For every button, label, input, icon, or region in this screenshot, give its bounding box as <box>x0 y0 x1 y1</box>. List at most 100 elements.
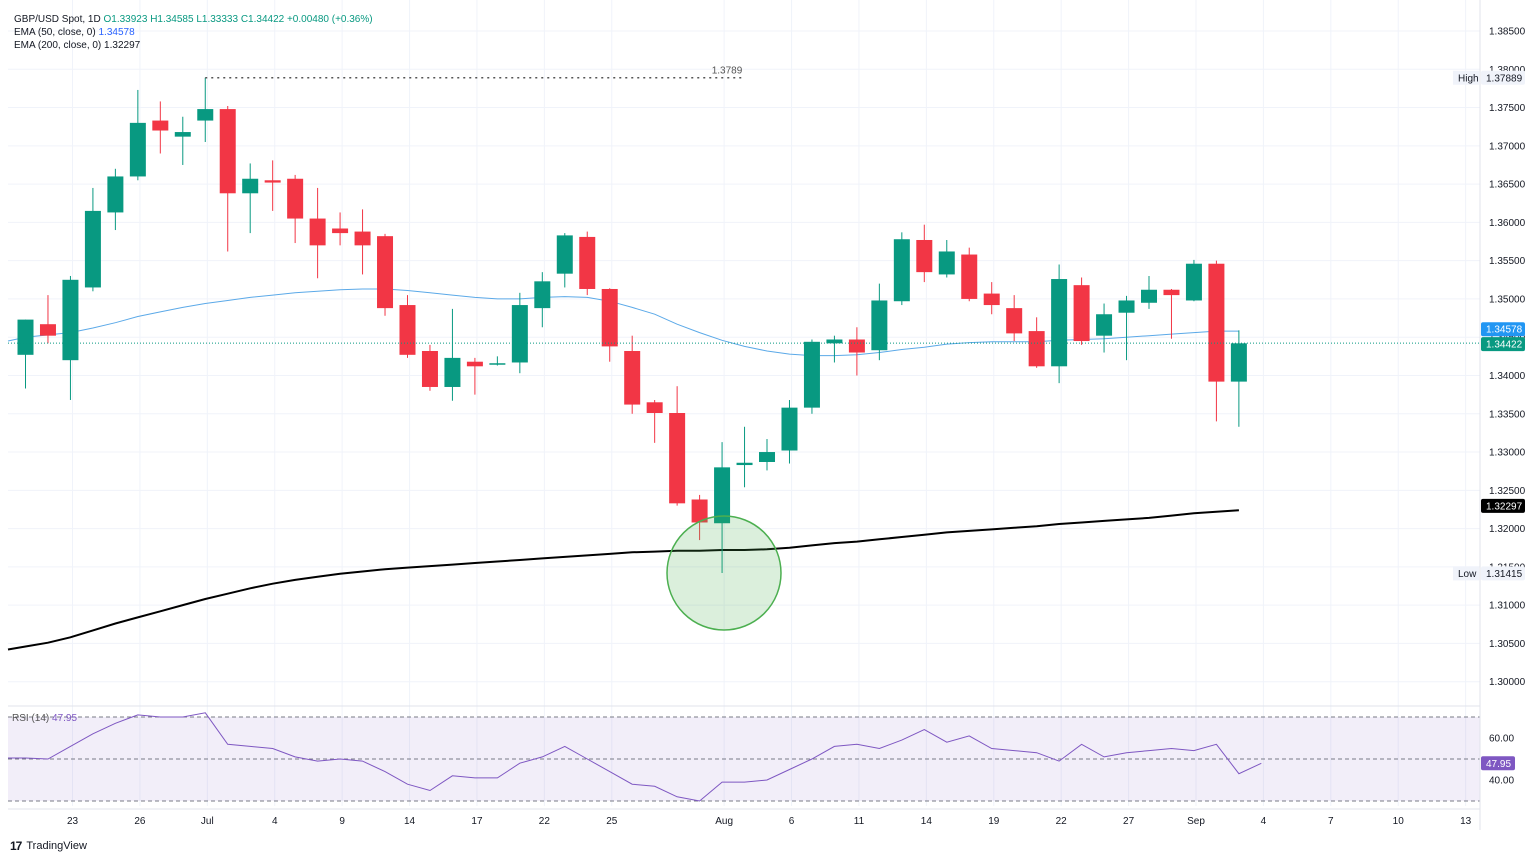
candle[interactable] <box>826 335 843 363</box>
candle-body[interactable] <box>669 412 686 504</box>
candle[interactable] <box>511 292 528 374</box>
candle[interactable] <box>601 288 618 362</box>
candle[interactable] <box>1073 277 1090 345</box>
candle[interactable] <box>1163 288 1180 339</box>
candle[interactable] <box>84 187 101 292</box>
candle-body[interactable] <box>983 293 1000 306</box>
rsi-pane[interactable] <box>8 712 1480 802</box>
candle-body[interactable] <box>1208 263 1225 382</box>
candle-body[interactable] <box>826 339 843 344</box>
candle[interactable] <box>421 344 438 391</box>
candle-body[interactable] <box>107 176 124 213</box>
candle[interactable] <box>848 327 865 376</box>
candle[interactable] <box>556 233 573 288</box>
candle[interactable] <box>1096 303 1113 353</box>
candle-body[interactable] <box>1073 285 1090 342</box>
candle[interactable] <box>399 295 416 358</box>
candle[interactable] <box>219 106 236 252</box>
candle-body[interactable] <box>17 319 34 355</box>
candle[interactable] <box>444 308 461 401</box>
candle-body[interactable] <box>534 281 551 309</box>
candle[interactable] <box>669 386 686 506</box>
candle-body[interactable] <box>62 279 79 361</box>
candle-body[interactable] <box>219 109 236 194</box>
candle-body[interactable] <box>579 236 596 289</box>
candle-body[interactable] <box>174 132 191 137</box>
candle-body[interactable] <box>1141 289 1157 303</box>
candle[interactable] <box>1051 264 1068 384</box>
candle-body[interactable] <box>1230 343 1247 382</box>
candle[interactable] <box>893 232 910 306</box>
candle-body[interactable] <box>287 178 304 219</box>
candle[interactable] <box>107 168 124 231</box>
candle[interactable] <box>714 442 731 573</box>
candle-body[interactable] <box>264 180 281 183</box>
candle-body[interactable] <box>1163 289 1180 296</box>
candle-body[interactable] <box>1051 279 1068 367</box>
candle-body[interactable] <box>354 231 371 246</box>
candle[interactable] <box>534 272 551 328</box>
candle[interactable] <box>466 357 483 395</box>
candle-body[interactable] <box>871 300 888 351</box>
candle-body[interactable] <box>916 239 933 273</box>
candle-body[interactable] <box>466 361 483 367</box>
candle-body[interactable] <box>691 499 708 523</box>
candle[interactable] <box>983 282 1000 315</box>
candle-body[interactable] <box>152 120 169 131</box>
candle[interactable] <box>377 233 394 316</box>
candle[interactable] <box>174 116 191 165</box>
candle[interactable] <box>803 339 820 414</box>
candle-body[interactable] <box>444 357 461 387</box>
candle[interactable] <box>1118 295 1135 361</box>
candle[interactable] <box>1208 260 1225 422</box>
candle[interactable] <box>759 439 776 471</box>
candle[interactable] <box>1006 295 1023 342</box>
candle-body[interactable] <box>309 218 326 246</box>
candle-body[interactable] <box>1185 263 1202 301</box>
candles[interactable] <box>17 77 1247 573</box>
candle[interactable] <box>354 209 371 275</box>
candle-body[interactable] <box>1006 308 1023 334</box>
candle-body[interactable] <box>938 251 955 275</box>
candle[interactable] <box>916 224 933 283</box>
candle-body[interactable] <box>1096 314 1113 336</box>
tradingview-logo[interactable]: 17 TradingView <box>10 839 87 853</box>
candle-body[interactable] <box>961 254 978 299</box>
candle[interactable] <box>691 494 708 541</box>
candle[interactable] <box>781 399 798 464</box>
candle[interactable] <box>736 426 753 488</box>
candle-body[interactable] <box>736 462 753 466</box>
candle-body[interactable] <box>1118 300 1135 313</box>
candle[interactable] <box>332 212 349 246</box>
candle[interactable] <box>871 283 888 361</box>
candle[interactable] <box>287 174 304 244</box>
candle-body[interactable] <box>242 178 259 194</box>
candle[interactable] <box>17 319 34 389</box>
candle-body[interactable] <box>803 341 820 408</box>
candle[interactable] <box>1230 330 1247 427</box>
candle[interactable] <box>489 356 506 366</box>
candle-body[interactable] <box>332 228 349 234</box>
candle-body[interactable] <box>489 363 506 365</box>
candle[interactable] <box>938 239 955 278</box>
candle-body[interactable] <box>197 109 214 121</box>
candle[interactable] <box>62 275 79 400</box>
candle[interactable] <box>579 231 596 296</box>
candle[interactable] <box>1028 317 1045 368</box>
candle[interactable] <box>624 335 641 414</box>
candle[interactable] <box>152 101 169 154</box>
candle-body[interactable] <box>601 288 618 347</box>
candle-body[interactable] <box>759 452 776 462</box>
candle-body[interactable] <box>39 324 56 336</box>
candle[interactable] <box>197 77 214 143</box>
candle[interactable] <box>646 399 663 443</box>
candle-body[interactable] <box>84 210 101 288</box>
candle-body[interactable] <box>624 350 641 405</box>
candle-body[interactable] <box>781 407 798 451</box>
candle-body[interactable] <box>129 122 146 177</box>
candle[interactable] <box>961 247 978 302</box>
candle[interactable] <box>264 160 281 211</box>
candle-body[interactable] <box>1028 331 1045 367</box>
candle-body[interactable] <box>893 239 910 302</box>
